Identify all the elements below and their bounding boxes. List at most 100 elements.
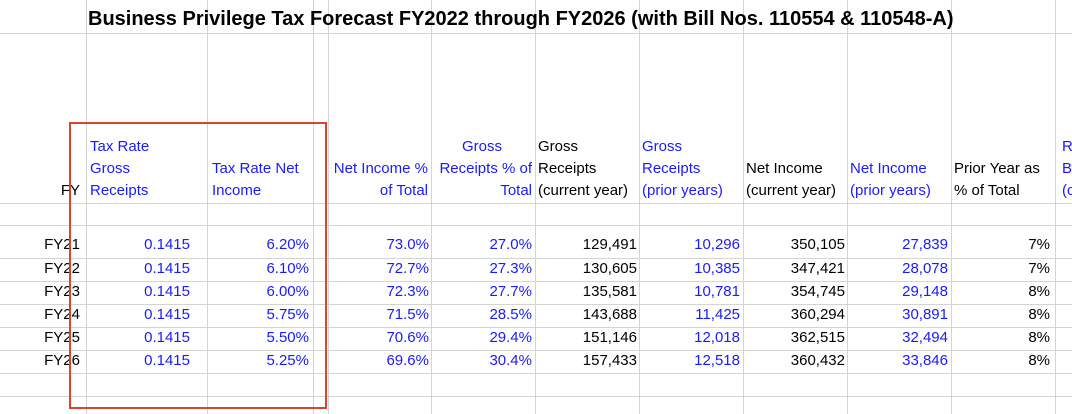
- header-line: R: [1062, 138, 1072, 155]
- gridline: [535, 0, 536, 414]
- cell-gross-receipts-current[interactable]: 135,581: [582, 283, 637, 300]
- cell-net-income-prior[interactable]: 30,891: [902, 306, 948, 323]
- header-line: Income: [212, 182, 262, 199]
- cell-net-income-current[interactable]: 350,105: [790, 236, 845, 253]
- cell-net-income-current[interactable]: 354,745: [790, 283, 845, 300]
- cell-tax-rate-net[interactable]: 5.75%: [266, 306, 309, 323]
- cell-prior-year-pct[interactable]: 7%: [1028, 260, 1050, 277]
- cell-net-income-pct[interactable]: 70.6%: [386, 329, 429, 346]
- cell-prior-year-pct[interactable]: 7%: [1028, 236, 1050, 253]
- header-line: Receipts % of: [439, 160, 532, 177]
- cell-prior-year-pct[interactable]: 8%: [1028, 352, 1050, 369]
- cell-net-income-pct[interactable]: 69.6%: [386, 352, 429, 369]
- cell-tax-rate-gross[interactable]: 0.1415: [144, 329, 190, 346]
- cell-tax-rate-net[interactable]: 5.50%: [266, 329, 309, 346]
- header-line: (current year): [746, 182, 837, 199]
- cell-gross-receipts-prior[interactable]: 12,518: [694, 352, 740, 369]
- gridline: [0, 373, 1072, 374]
- header-net-income-pct[interactable]: Net Income % of Total: [328, 134, 428, 202]
- cell-fy[interactable]: FY26: [44, 352, 80, 369]
- cell-gross-receipts-current[interactable]: 157,433: [582, 352, 637, 369]
- cell-gross-receipts-pct[interactable]: 30.4%: [489, 352, 532, 369]
- header-line: Prior Year as: [954, 160, 1040, 177]
- cell-tax-rate-gross[interactable]: 0.1415: [144, 306, 190, 323]
- cell-gross-receipts-prior[interactable]: 10,385: [694, 260, 740, 277]
- header-line: Gross: [461, 138, 502, 155]
- header-fy[interactable]: FY: [0, 134, 80, 202]
- gridline: [313, 0, 314, 414]
- cell-tax-rate-gross[interactable]: 0.1415: [144, 283, 190, 300]
- header-line: of Total: [379, 182, 428, 199]
- cell-net-income-pct[interactable]: 72.3%: [386, 283, 429, 300]
- cell-tax-rate-net[interactable]: 6.20%: [266, 236, 309, 253]
- cell-gross-receipts-pct[interactable]: 27.7%: [489, 283, 532, 300]
- header-line: Net Income: [746, 160, 823, 177]
- cell-gross-receipts-pct[interactable]: 29.4%: [489, 329, 532, 346]
- header-line: % of Total: [954, 182, 1020, 199]
- cell-fy[interactable]: FY25: [44, 329, 80, 346]
- cell-net-income-prior[interactable]: 33,846: [902, 352, 948, 369]
- header-line: Total: [500, 182, 532, 199]
- cell-net-income-pct[interactable]: 71.5%: [386, 306, 429, 323]
- header-line: B: [1062, 160, 1072, 177]
- gridline: [0, 281, 1072, 282]
- tax-rate-highlight-box: [69, 122, 327, 409]
- gridline: [1055, 0, 1056, 414]
- cell-prior-year-pct[interactable]: 8%: [1028, 283, 1050, 300]
- gridline: [743, 0, 744, 414]
- cell-gross-receipts-current[interactable]: 130,605: [582, 260, 637, 277]
- cell-tax-rate-gross[interactable]: 0.1415: [144, 236, 190, 253]
- cell-gross-receipts-current[interactable]: 143,688: [582, 306, 637, 323]
- header-prior-year-pct[interactable]: Prior Year as % of Total: [954, 134, 1054, 202]
- gridline: [207, 0, 208, 414]
- header-line: Gross: [538, 138, 579, 155]
- cell-prior-year-pct[interactable]: 8%: [1028, 306, 1050, 323]
- cell-prior-year-pct[interactable]: 8%: [1028, 329, 1050, 346]
- cell-tax-rate-net[interactable]: 5.25%: [266, 352, 309, 369]
- header-gross-receipts-prior[interactable]: Gross Receipts (prior years): [642, 134, 742, 202]
- cell-net-income-prior[interactable]: 27,839: [902, 236, 948, 253]
- cell-gross-receipts-pct[interactable]: 28.5%: [489, 306, 532, 323]
- gridline: [431, 0, 432, 414]
- cell-tax-rate-net[interactable]: 6.10%: [266, 260, 309, 277]
- cell-tax-rate-gross[interactable]: 0.1415: [144, 352, 190, 369]
- cell-fy[interactable]: FY23: [44, 283, 80, 300]
- cell-gross-receipts-prior[interactable]: 10,781: [694, 283, 740, 300]
- cell-tax-rate-net[interactable]: 6.00%: [266, 283, 309, 300]
- cell-gross-receipts-pct[interactable]: 27.0%: [489, 236, 532, 253]
- cell-fy[interactable]: FY21: [44, 236, 80, 253]
- header-line: (current year): [538, 182, 629, 199]
- cell-gross-receipts-current[interactable]: 151,146: [582, 329, 637, 346]
- cell-gross-receipts-prior[interactable]: 11,425: [695, 306, 740, 323]
- cell-gross-receipts-prior[interactable]: 10,296: [694, 236, 740, 253]
- cell-net-income-current[interactable]: 347,421: [790, 260, 845, 277]
- cell-fy[interactable]: FY22: [44, 260, 80, 277]
- header-line: Gross: [642, 138, 683, 155]
- header-net-income-current[interactable]: Net Income (current year): [746, 134, 846, 202]
- cell-gross-receipts-current[interactable]: 129,491: [582, 236, 637, 253]
- cell-net-income-current[interactable]: 362,515: [790, 329, 845, 346]
- header-gross-receipts-current[interactable]: Gross Receipts (current year): [538, 134, 638, 202]
- header-tax-rate-net-income[interactable]: Tax Rate Net Income: [212, 134, 312, 202]
- gridline: [639, 0, 640, 414]
- header-line: (prior years): [850, 182, 931, 199]
- gridline: [0, 203, 1072, 204]
- cell-net-income-prior[interactable]: 28,078: [902, 260, 948, 277]
- header-tax-rate-gross-receipts[interactable]: Tax Rate Gross Receipts: [90, 134, 205, 202]
- cell-gross-receipts-prior[interactable]: 12,018: [694, 329, 740, 346]
- cell-tax-rate-gross[interactable]: 0.1415: [144, 260, 190, 277]
- cell-net-income-prior[interactable]: 32,494: [902, 329, 948, 346]
- header-partial-column[interactable]: R B (c: [1062, 134, 1072, 202]
- cell-fy[interactable]: FY24: [44, 306, 80, 323]
- sheet-title: Business Privilege Tax Forecast FY2022 t…: [88, 8, 954, 30]
- cell-net-income-prior[interactable]: 29,148: [902, 283, 948, 300]
- cell-net-income-pct[interactable]: 72.7%: [386, 260, 429, 277]
- header-gross-receipts-pct[interactable]: Gross Receipts % of Total: [431, 134, 532, 202]
- cell-gross-receipts-pct[interactable]: 27.3%: [489, 260, 532, 277]
- cell-net-income-pct[interactable]: 73.0%: [386, 236, 429, 253]
- header-line: (prior years): [642, 182, 723, 199]
- cell-net-income-current[interactable]: 360,294: [790, 306, 845, 323]
- header-line: Tax Rate: [90, 138, 150, 155]
- cell-net-income-current[interactable]: 360,432: [790, 352, 845, 369]
- header-net-income-prior[interactable]: Net Income (prior years): [850, 134, 950, 202]
